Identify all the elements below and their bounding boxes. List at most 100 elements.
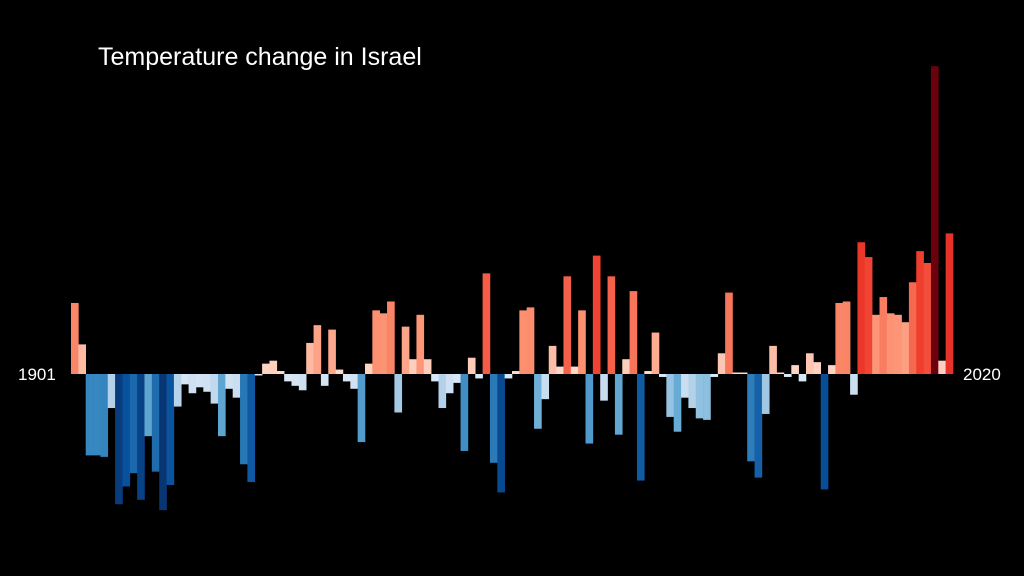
bar-1925 bbox=[247, 374, 256, 483]
bar-1988 bbox=[710, 374, 719, 377]
bar-1980 bbox=[651, 332, 660, 374]
bar-1946 bbox=[401, 326, 410, 374]
bar-1908 bbox=[122, 374, 131, 487]
bar-1904 bbox=[93, 374, 101, 456]
bar-1923 bbox=[232, 374, 241, 398]
bar-1909 bbox=[129, 374, 138, 474]
bar-1944 bbox=[387, 301, 395, 374]
bar-1913 bbox=[159, 374, 167, 511]
bar-1962 bbox=[519, 310, 527, 374]
bar-1976 bbox=[622, 359, 630, 374]
bar-1928 bbox=[269, 360, 278, 374]
bar-2018 bbox=[930, 66, 939, 374]
bar-2006 bbox=[842, 301, 851, 374]
bar-2015 bbox=[908, 282, 917, 374]
bar-1912 bbox=[151, 374, 160, 472]
bar-1932 bbox=[298, 374, 307, 391]
bar-2004 bbox=[828, 365, 836, 374]
bar-1977 bbox=[629, 291, 638, 374]
bar-1991 bbox=[732, 372, 741, 374]
bar-1920 bbox=[210, 374, 219, 404]
bar-1940 bbox=[357, 374, 366, 443]
bar-1903 bbox=[85, 374, 94, 456]
bar-1978 bbox=[636, 374, 645, 481]
bar-1941 bbox=[365, 363, 373, 374]
bar-1956 bbox=[475, 374, 483, 379]
bar-1958 bbox=[489, 374, 498, 463]
bar-1973 bbox=[600, 374, 608, 401]
bar-1972 bbox=[592, 255, 601, 374]
bar-2017 bbox=[923, 263, 932, 374]
bar-2014 bbox=[901, 322, 910, 374]
bar-1939 bbox=[350, 374, 358, 389]
end-year-label: 2020 bbox=[963, 365, 1001, 384]
bar-1914 bbox=[166, 374, 175, 485]
chart-title: Temperature change in Israel bbox=[98, 43, 422, 71]
bar-2007 bbox=[850, 374, 858, 395]
bar-1935 bbox=[320, 374, 329, 386]
bar-1902 bbox=[78, 344, 86, 374]
bar-1951 bbox=[438, 374, 447, 409]
bar-1921 bbox=[218, 374, 226, 437]
bar-1930 bbox=[284, 374, 292, 382]
bar-1934 bbox=[313, 325, 322, 374]
bar-1984 bbox=[681, 374, 689, 398]
bar-1983 bbox=[673, 374, 682, 432]
bar-1952 bbox=[445, 374, 454, 394]
bar-1986 bbox=[695, 374, 704, 419]
bar-1916 bbox=[181, 374, 189, 385]
bar-1987 bbox=[703, 374, 711, 420]
bar-1992 bbox=[739, 372, 748, 374]
bar-1901 bbox=[71, 302, 79, 374]
bar-1924 bbox=[240, 374, 248, 465]
bar-1989 bbox=[717, 353, 726, 374]
bar-1957 bbox=[482, 273, 491, 374]
bar-1999 bbox=[791, 365, 799, 374]
bar-1953 bbox=[453, 374, 461, 383]
bar-2009 bbox=[864, 257, 873, 374]
bar-1918 bbox=[195, 374, 204, 388]
bar-1969 bbox=[570, 366, 579, 374]
bar-1981 bbox=[659, 374, 667, 377]
bar-2019 bbox=[938, 360, 946, 374]
start-year-label: 1901 bbox=[18, 365, 56, 384]
bar-2005 bbox=[835, 302, 844, 374]
bar-1917 bbox=[188, 374, 197, 394]
bar-1963 bbox=[526, 307, 535, 374]
bar-1954 bbox=[460, 374, 469, 451]
bar-1965 bbox=[541, 374, 550, 400]
bar-1998 bbox=[783, 374, 792, 377]
bar-1964 bbox=[534, 374, 542, 429]
bar-1975 bbox=[614, 374, 623, 435]
bar-1929 bbox=[276, 371, 285, 374]
bar-2012 bbox=[886, 313, 895, 374]
bar-1911 bbox=[144, 374, 153, 437]
bar-1937 bbox=[335, 369, 344, 374]
bar-1926 bbox=[254, 374, 263, 376]
bar-1942 bbox=[372, 310, 380, 374]
bar-2016 bbox=[916, 251, 924, 374]
bar-1960 bbox=[504, 374, 513, 379]
bar-1996 bbox=[769, 345, 777, 374]
bar-1967 bbox=[556, 366, 564, 374]
bar-2003 bbox=[820, 374, 829, 490]
bar-1915 bbox=[173, 374, 182, 407]
bar-1997 bbox=[776, 372, 785, 374]
bar-1910 bbox=[137, 374, 145, 500]
bar-1919 bbox=[203, 374, 211, 392]
bar-1955 bbox=[467, 357, 476, 374]
bar-1931 bbox=[291, 374, 300, 386]
bar-1943 bbox=[379, 313, 388, 374]
bar-1936 bbox=[328, 329, 336, 374]
bar-2010 bbox=[872, 314, 880, 374]
bar-2020 bbox=[945, 233, 954, 374]
bar-1907 bbox=[115, 374, 123, 505]
bar-1993 bbox=[747, 374, 755, 462]
bar-1994 bbox=[754, 374, 763, 478]
bar-1905 bbox=[100, 374, 109, 457]
bar-1995 bbox=[761, 374, 770, 414]
bar-1938 bbox=[342, 374, 351, 382]
bar-1950 bbox=[431, 374, 439, 382]
bar-2002 bbox=[813, 362, 821, 374]
